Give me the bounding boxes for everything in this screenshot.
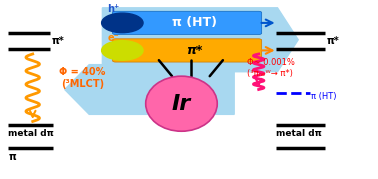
Text: metal dπ: metal dπ [8, 129, 54, 138]
Text: Φ = 40%
(³MLCT): Φ = 40% (³MLCT) [59, 67, 105, 89]
Text: π: π [8, 152, 16, 162]
FancyBboxPatch shape [113, 39, 262, 62]
FancyArrow shape [102, 8, 298, 72]
Text: π (HT): π (HT) [311, 92, 337, 101]
Text: π*: π* [51, 36, 64, 46]
Text: e⁻: e⁻ [108, 33, 119, 43]
FancyArrow shape [65, 65, 234, 114]
Circle shape [102, 41, 143, 60]
Text: π (HT): π (HT) [172, 16, 217, 29]
Text: h⁺: h⁺ [108, 4, 120, 14]
Ellipse shape [146, 76, 217, 131]
Text: Φ~ 0.001%
(³πₙₑᵂ→ π*): Φ~ 0.001% (³πₙₑᵂ→ π*) [247, 59, 295, 78]
Text: Ir: Ir [172, 94, 191, 114]
Text: π*: π* [186, 44, 203, 57]
Text: π*: π* [327, 36, 339, 46]
Text: metal dπ: metal dπ [276, 129, 321, 138]
Circle shape [102, 13, 143, 33]
FancyBboxPatch shape [113, 11, 262, 35]
